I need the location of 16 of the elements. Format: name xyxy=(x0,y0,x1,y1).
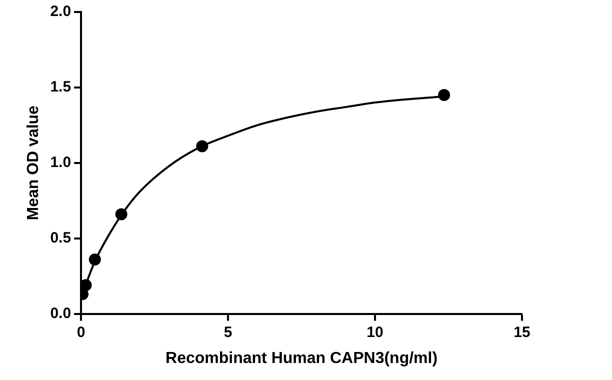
point xyxy=(81,279,92,292)
y-tick-label: 2.0 xyxy=(50,3,72,20)
y-axis-title: Mean OD value xyxy=(25,105,42,220)
point xyxy=(196,140,208,152)
y-tick-label: 1.5 xyxy=(50,78,72,96)
x-tick-label: 10 xyxy=(366,324,384,341)
y-tick-label: 0.5 xyxy=(50,229,72,246)
y-tick-label: 0.0 xyxy=(50,304,72,322)
point xyxy=(438,88,450,101)
x-axis-title: Recombinant Human CAPN3(ng/ml) xyxy=(166,350,438,367)
point xyxy=(115,208,128,220)
x-tick-label: 15 xyxy=(514,324,530,341)
point xyxy=(88,253,101,266)
y-tick-label: 1.0 xyxy=(50,154,72,172)
x-tick-label: 5 xyxy=(224,324,232,341)
x-tick-label: 0 xyxy=(76,324,86,341)
